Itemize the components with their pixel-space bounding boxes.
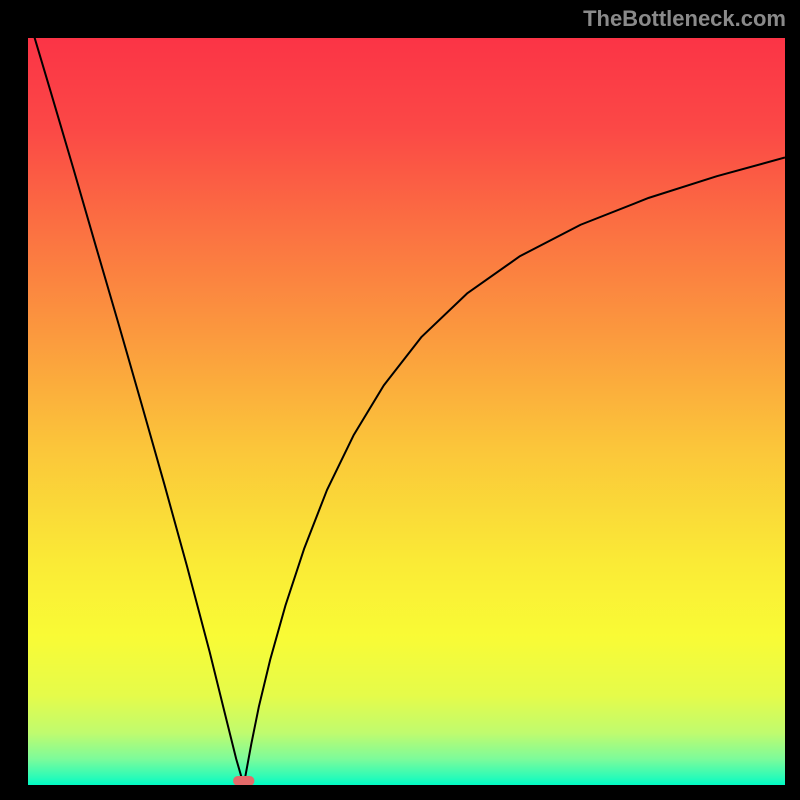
watermark-text: TheBottleneck.com <box>583 6 786 32</box>
plot-background <box>28 38 785 785</box>
optimal-point-marker <box>233 776 254 785</box>
chart-frame: TheBottleneck.com <box>0 0 800 800</box>
bottleneck-curve-plot <box>28 38 785 785</box>
